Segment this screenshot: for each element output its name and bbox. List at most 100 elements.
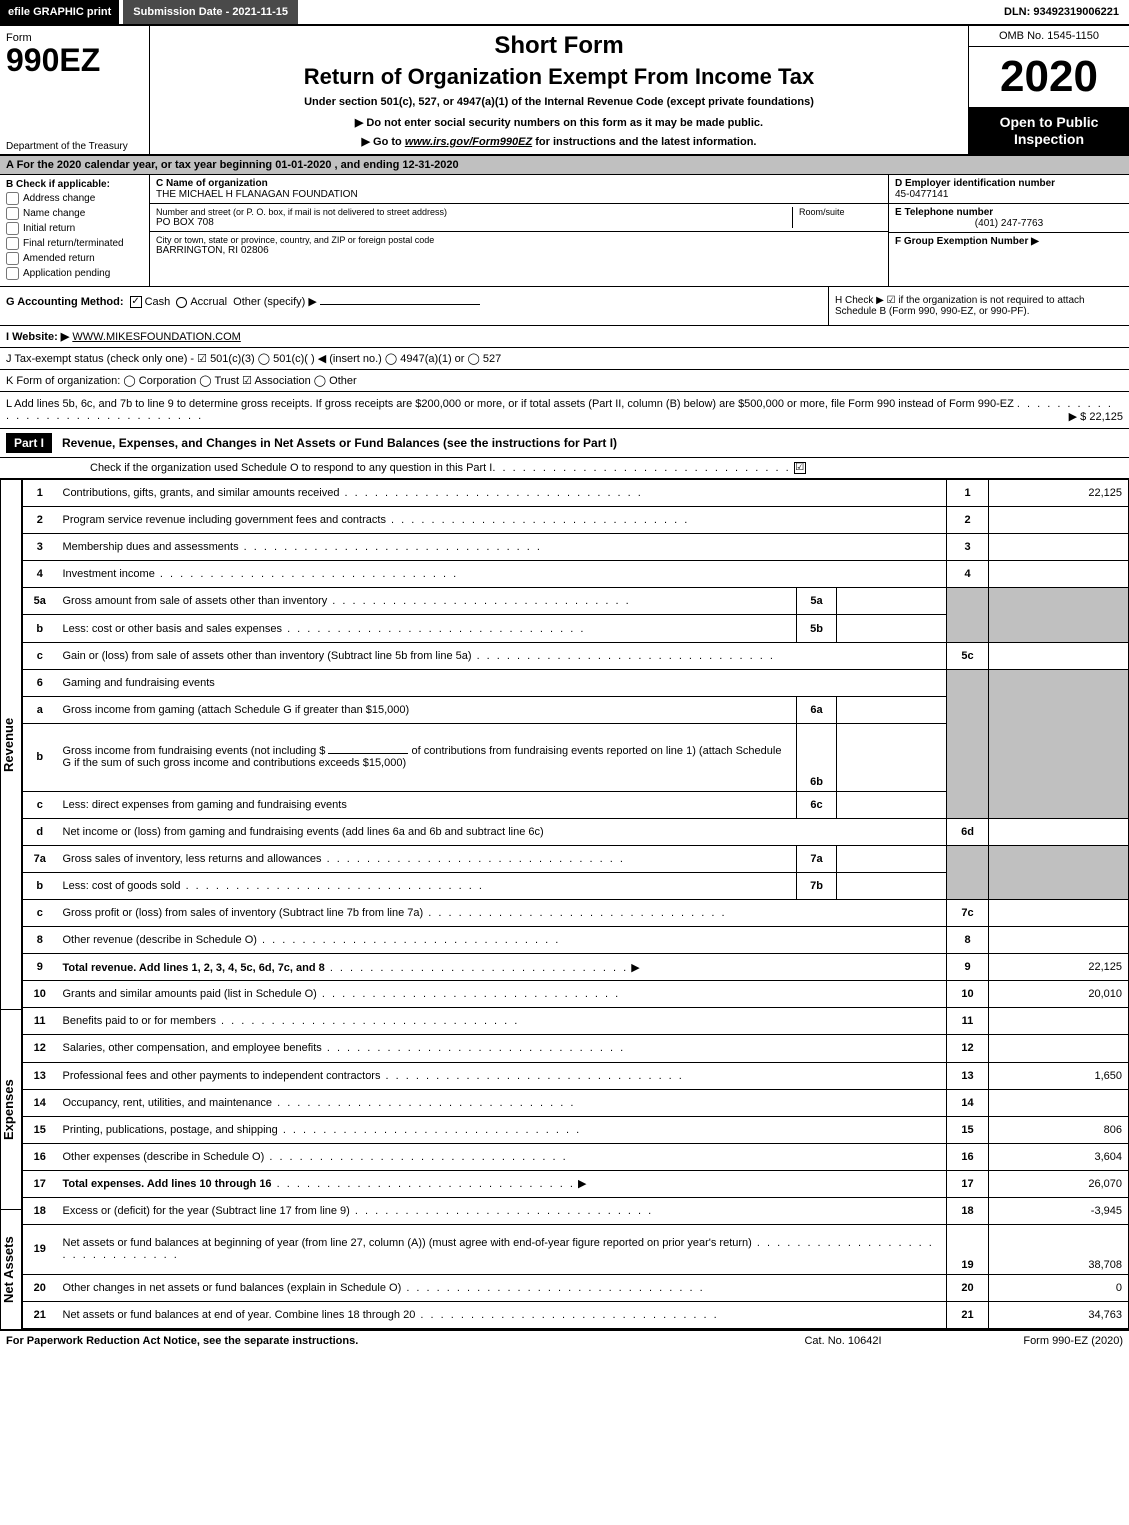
check-amended-return[interactable]: Amended return — [6, 252, 143, 265]
table-row: 8 Other revenue (describe in Schedule O)… — [23, 927, 1129, 954]
check-final-return[interactable]: Final return/terminated — [6, 237, 143, 250]
goto-prefix: ▶ Go to — [362, 136, 405, 148]
paperwork-notice: For Paperwork Reduction Act Notice, see … — [6, 1335, 743, 1347]
website-label: I Website: ▶ — [6, 331, 69, 343]
table-row: 4 Investment income 4 — [23, 561, 1129, 588]
header-left: Form 990EZ Department of the Treasury — [0, 26, 150, 154]
form-number: 990EZ — [6, 44, 143, 76]
table-row: c Gross profit or (loss) from sales of i… — [23, 899, 1129, 926]
row-l-amount: ▶ $ 22,125 — [1069, 410, 1123, 423]
accrual-radio[interactable] — [176, 297, 187, 308]
addr-label: Number and street (or P. O. box, if mail… — [156, 207, 792, 217]
revenue-section-label: Revenue — [0, 479, 22, 1009]
part1-label: Part I — [6, 433, 52, 453]
table-row: 5a Gross amount from sale of assets othe… — [23, 588, 1129, 615]
tot-num: 1 — [947, 480, 989, 507]
header-center: Short Form Return of Organization Exempt… — [150, 26, 969, 154]
top-bar: efile GRAPHIC print Submission Date - 20… — [0, 0, 1129, 26]
table-row: c Gain or (loss) from sale of assets oth… — [23, 642, 1129, 669]
omb-number: OMB No. 1545-1150 — [969, 26, 1129, 47]
expenses-section-label: Expenses — [0, 1009, 22, 1209]
cash-checkbox[interactable]: ✓ — [130, 296, 142, 308]
city-label: City or town, state or province, country… — [156, 235, 882, 245]
table-row: 7a Gross sales of inventory, less return… — [23, 845, 1129, 872]
part1-checkbox[interactable]: ☑ — [794, 462, 806, 474]
goto-line: ▶ Go to www.irs.gov/Form990EZ for instru… — [160, 135, 958, 148]
accounting-method: G Accounting Method: ✓Cash Accrual Other… — [0, 287, 829, 325]
table-row: 18 Excess or (deficit) for the year (Sub… — [23, 1197, 1129, 1224]
tel-value: (401) 247-7763 — [895, 218, 1123, 229]
col-c-org-info: C Name of organization THE MICHAEL H FLA… — [150, 175, 889, 286]
main-title: Return of Organization Exempt From Incom… — [160, 64, 958, 90]
open-public-badge: Open to Public Inspection — [969, 108, 1129, 154]
table-row: 16 Other expenses (describe in Schedule … — [23, 1143, 1129, 1170]
table-row: 13 Professional fees and other payments … — [23, 1062, 1129, 1089]
table-row: 15 Printing, publications, postage, and … — [23, 1116, 1129, 1143]
other-label: Other (specify) ▶ — [233, 296, 317, 308]
part1-header-row: Part I Revenue, Expenses, and Changes in… — [0, 429, 1129, 458]
table-row: 6 Gaming and fundraising events — [23, 669, 1129, 696]
table-row: 9 Total revenue. Add lines 1, 2, 3, 4, 5… — [23, 954, 1129, 981]
dln-label: DLN: 93492319006221 — [994, 2, 1129, 22]
tel-label: E Telephone number — [895, 207, 1123, 218]
cash-label: Cash — [145, 296, 171, 308]
section-bcd: B Check if applicable: Address change Na… — [0, 175, 1129, 287]
catalog-number: Cat. No. 10642I — [743, 1335, 943, 1347]
addr-value: PO BOX 708 — [156, 217, 792, 228]
table-row: d Net income or (loss) from gaming and f… — [23, 818, 1129, 845]
row-k-form-of-org: K Form of organization: ◯ Corporation ◯ … — [0, 370, 1129, 392]
accrual-label: Accrual — [190, 296, 227, 308]
room-suite-label: Room/suite — [792, 207, 882, 228]
row-h-schedule-b: H Check ▶ ☑ if the organization is not r… — [829, 287, 1129, 325]
sub-val[interactable] — [837, 588, 947, 615]
part1-check-row: Check if the organization used Schedule … — [0, 458, 1129, 479]
check-name-change[interactable]: Name change — [6, 207, 143, 220]
table-row: 14 Occupancy, rent, utilities, and maint… — [23, 1089, 1129, 1116]
short-form-title: Short Form — [160, 32, 958, 60]
table-row: 3 Membership dues and assessments 3 — [23, 534, 1129, 561]
part1-table: 1 Contributions, gifts, grants, and simi… — [22, 479, 1129, 1329]
ein-label: D Employer identification number — [895, 178, 1123, 189]
irs-link[interactable]: www.irs.gov/Form990EZ — [405, 136, 532, 148]
form-header: Form 990EZ Department of the Treasury Sh… — [0, 26, 1129, 156]
part1-check-text: Check if the organization used Schedule … — [90, 462, 492, 474]
col-b-header: B Check if applicable: — [6, 179, 143, 190]
netassets-section-label: Net Assets — [0, 1209, 22, 1329]
col-d-identifiers: D Employer identification number 45-0477… — [889, 175, 1129, 286]
table-row: 2 Program service revenue including gove… — [23, 507, 1129, 534]
row-gh: G Accounting Method: ✓Cash Accrual Other… — [0, 287, 1129, 326]
department-label: Department of the Treasury — [6, 141, 128, 152]
website-link[interactable]: WWW.MIKESFOUNDATION.COM — [72, 331, 240, 343]
table-row: 10 Grants and similar amounts paid (list… — [23, 981, 1129, 1008]
contrib-amount-input[interactable] — [328, 753, 408, 754]
efile-print-button[interactable]: efile GRAPHIC print — [0, 0, 119, 24]
page-footer: For Paperwork Reduction Act Notice, see … — [0, 1329, 1129, 1351]
row-j-tax-exempt-status: J Tax-exempt status (check only one) - ☑… — [0, 348, 1129, 370]
header-right: OMB No. 1545-1150 2020 Open to Public In… — [969, 26, 1129, 154]
line-desc: Contributions, gifts, grants, and simila… — [57, 480, 947, 507]
table-row: 21 Net assets or fund balances at end of… — [23, 1301, 1129, 1328]
tot-val: 22,125 — [989, 480, 1129, 507]
row-l-gross-receipts: L Add lines 5b, 6c, and 7b to line 9 to … — [0, 392, 1129, 429]
table-row: 17 Total expenses. Add lines 10 through … — [23, 1170, 1129, 1197]
row-a-tax-year: A For the 2020 calendar year, or tax yea… — [0, 156, 1129, 175]
row-l-text: L Add lines 5b, 6c, and 7b to line 9 to … — [6, 398, 1014, 410]
check-initial-return[interactable]: Initial return — [6, 222, 143, 235]
org-name-label: C Name of organization — [156, 178, 874, 189]
org-name-value: THE MICHAEL H FLANAGAN FOUNDATION — [156, 189, 882, 200]
other-specify-input[interactable] — [320, 304, 480, 305]
table-row: 19 Net assets or fund balances at beginn… — [23, 1225, 1129, 1275]
table-row: 20 Other changes in net assets or fund b… — [23, 1274, 1129, 1301]
check-address-change[interactable]: Address change — [6, 192, 143, 205]
table-row: 11 Benefits paid to or for members 11 — [23, 1008, 1129, 1035]
row-i-website: I Website: ▶ WWW.MIKESFOUNDATION.COM — [0, 326, 1129, 348]
goto-suffix: for instructions and the latest informat… — [535, 136, 756, 148]
table-row: 1 Contributions, gifts, grants, and simi… — [23, 480, 1129, 507]
check-application-pending[interactable]: Application pending — [6, 267, 143, 280]
part1-title: Revenue, Expenses, and Changes in Net As… — [62, 436, 617, 450]
subtitle: Under section 501(c), 527, or 4947(a)(1)… — [160, 96, 958, 108]
tax-year: 2020 — [969, 47, 1129, 108]
submission-date-button[interactable]: Submission Date - 2021-11-15 — [123, 0, 298, 24]
group-exemption-label: F Group Exemption Number ▶ — [895, 236, 1123, 247]
city-value: BARRINGTON, RI 02806 — [156, 245, 882, 256]
